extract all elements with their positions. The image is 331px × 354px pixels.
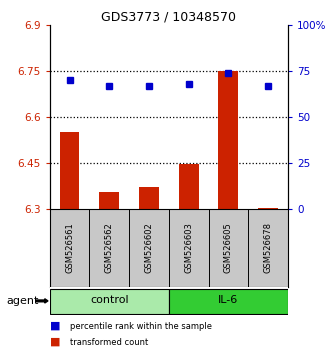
Bar bbox=[169, 289, 288, 314]
Text: ■: ■ bbox=[50, 337, 60, 347]
Bar bbox=[99, 192, 119, 209]
Bar bbox=[60, 132, 79, 209]
Bar bbox=[218, 72, 238, 209]
Text: agent: agent bbox=[7, 296, 39, 306]
Text: transformed count: transformed count bbox=[70, 338, 148, 347]
Text: percentile rank within the sample: percentile rank within the sample bbox=[70, 322, 212, 331]
Text: control: control bbox=[90, 295, 128, 306]
Text: ■: ■ bbox=[50, 321, 60, 331]
Bar bbox=[258, 208, 278, 209]
Bar bbox=[50, 289, 169, 314]
Text: GSM526678: GSM526678 bbox=[263, 222, 273, 273]
Text: GSM526605: GSM526605 bbox=[224, 222, 233, 273]
Text: GSM526602: GSM526602 bbox=[144, 222, 154, 273]
Text: GSM526562: GSM526562 bbox=[105, 222, 114, 273]
Bar bbox=[139, 187, 159, 209]
Title: GDS3773 / 10348570: GDS3773 / 10348570 bbox=[101, 11, 236, 24]
Text: GSM526603: GSM526603 bbox=[184, 222, 193, 273]
Text: GSM526561: GSM526561 bbox=[65, 222, 74, 273]
Bar bbox=[179, 164, 199, 209]
Text: IL-6: IL-6 bbox=[218, 295, 239, 306]
